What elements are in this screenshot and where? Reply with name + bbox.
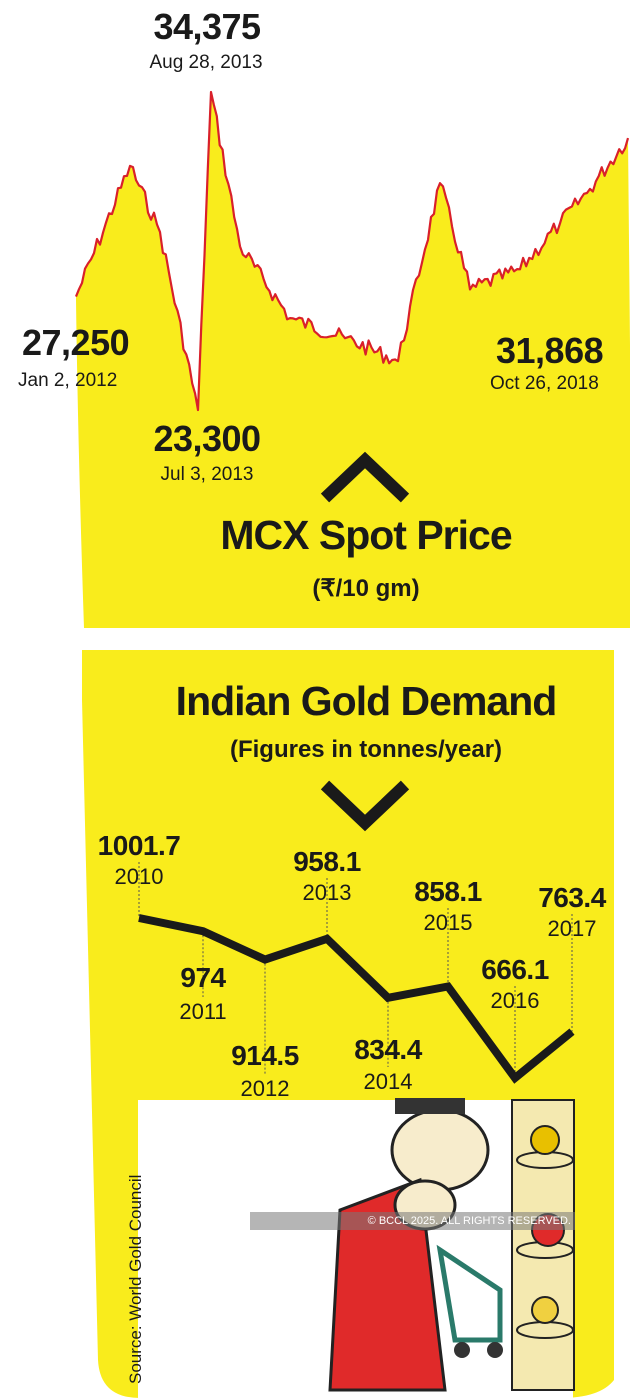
end-value-label: 31,868 [496, 330, 604, 371]
demand-value-2016: 666.1 [481, 954, 549, 985]
demand-year-2013: 2013 [302, 880, 352, 905]
demand-year-2016: 2016 [490, 988, 540, 1013]
peak-value-label: 34,375 [153, 6, 261, 47]
start-value-label: 27,250 [22, 322, 130, 363]
demand-value-2015: 858.1 [414, 876, 482, 907]
demand-value-2017: 763.4 [538, 882, 606, 913]
demand-year-2015: 2015 [423, 910, 473, 935]
demand-year-2011: 2011 [179, 999, 227, 1024]
cartoon-illustration [138, 1098, 575, 1398]
down-chevron-icon [320, 780, 410, 832]
start-date-label: Jan 2, 2012 [18, 370, 118, 391]
demand-value-2010: 1001.7 [97, 830, 181, 861]
demand-year-2010: 2010 [114, 864, 164, 889]
demand-line [138, 914, 575, 1084]
price-chart-subtitle: (₹/10 gm) [312, 575, 420, 602]
low-value-label: 23,300 [153, 418, 261, 459]
demand-year-2014: 2014 [363, 1069, 413, 1094]
source-label: Source: World Gold Council [126, 1174, 145, 1384]
demand-value-2014: 834.4 [354, 1034, 422, 1065]
demand-year-2017: 2017 [547, 916, 597, 941]
copyright-banner: © BCCL 2025. ALL RIGHTS RESERVED. [250, 1212, 575, 1230]
demand-year-2012: 2012 [240, 1076, 290, 1101]
price-area-fill [76, 92, 630, 628]
low-date-label: Jul 3, 2013 [160, 464, 254, 485]
demand-chart-subtitle: (Figures in tonnes/year) [229, 736, 503, 763]
demand-value-2011: 974 [180, 962, 226, 993]
peak-date-label: Aug 28, 2013 [149, 52, 263, 73]
demand-value-2012: 914.5 [231, 1040, 299, 1071]
price-line [74, 90, 630, 412]
price-chart-title: MCX Spot Price [220, 512, 512, 558]
demand-value-2013: 958.1 [293, 846, 361, 877]
up-chevron-icon [320, 451, 410, 503]
demand-chart-title: Indian Gold Demand [175, 678, 558, 724]
end-date-label: Oct 26, 2018 [490, 373, 599, 394]
